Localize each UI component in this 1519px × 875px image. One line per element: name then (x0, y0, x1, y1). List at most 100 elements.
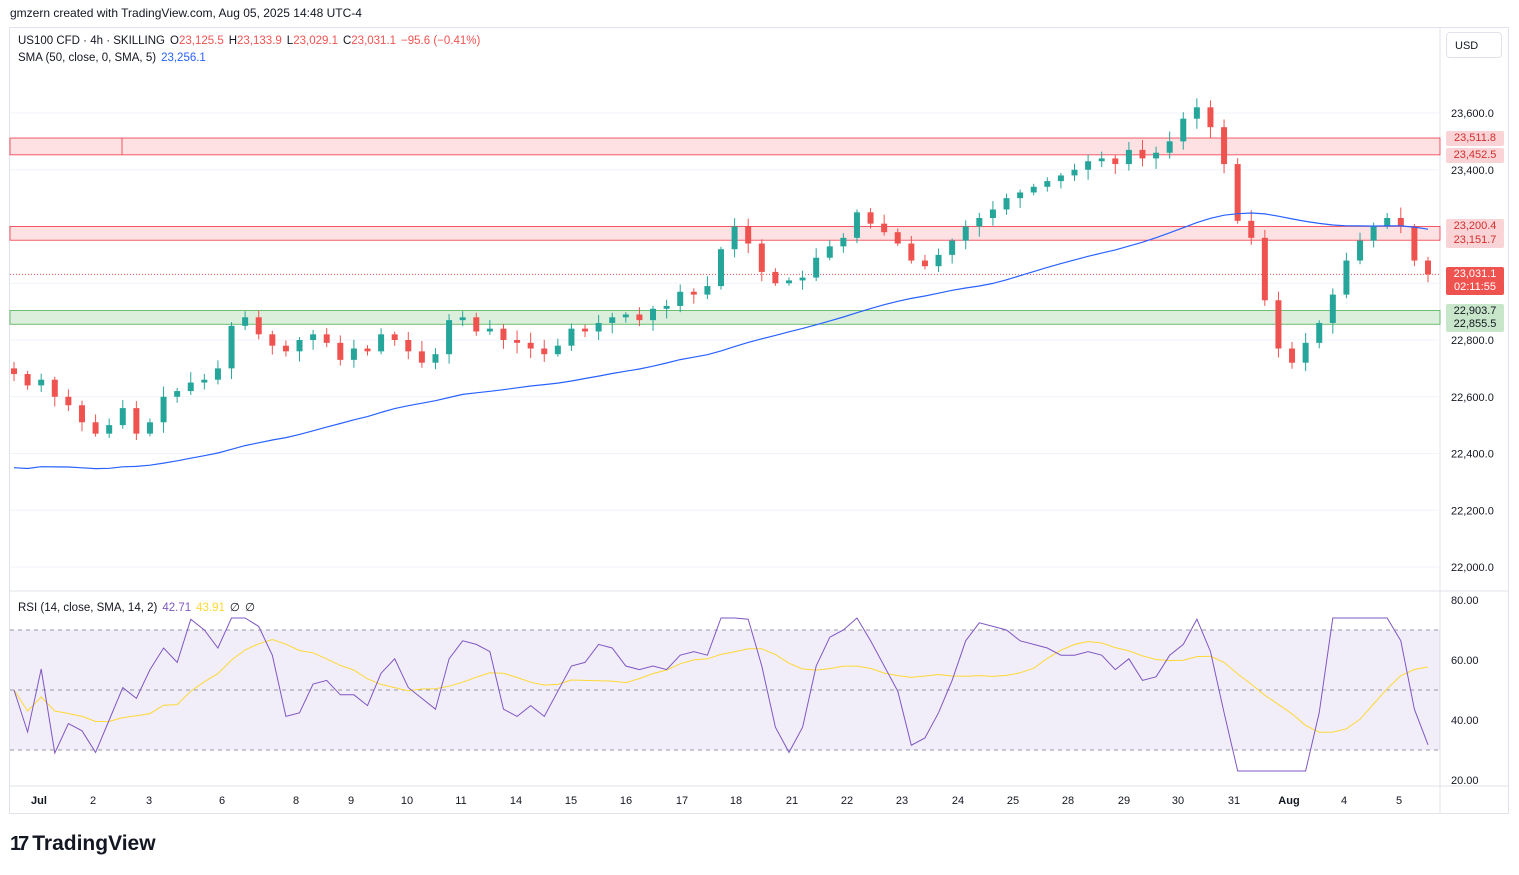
time-tick-label: 31 (1228, 795, 1240, 807)
rsi-label[interactable]: RSI (14, close, SMA, 14, 2) (18, 602, 158, 614)
candle-body (1302, 342, 1309, 363)
candle-body (459, 317, 466, 321)
candle-body (881, 223, 888, 233)
price-tick-label: 22,400.0 (1451, 449, 1494, 461)
candle-body (989, 209, 996, 218)
candle-body (514, 340, 521, 343)
price-axis-label: 23,151.7 (1446, 233, 1504, 249)
candle-body (853, 212, 860, 238)
price-tick-label: 22,200.0 (1451, 505, 1494, 517)
rsi-sma-line (13, 638, 1429, 733)
chart-frame (9, 27, 1509, 814)
candle-body (745, 226, 752, 244)
candle-body (1125, 149, 1132, 165)
open-label: O (170, 35, 179, 47)
time-tick-label: 21 (786, 795, 798, 807)
time-tick-label: 30 (1172, 795, 1184, 807)
candle-body (1411, 226, 1418, 261)
currency-button[interactable]: USD (1446, 32, 1502, 58)
candle-body (622, 314, 629, 318)
time-tick-label: Aug (1278, 795, 1299, 807)
candle-body (323, 334, 330, 343)
time-tick-label: 6 (219, 795, 225, 807)
candle-body (446, 320, 453, 355)
sma-label[interactable]: SMA (50, close, 0, SMA, 5) (18, 52, 157, 64)
candle-body (1248, 220, 1255, 238)
price-axis-label: 23,511.8 (1446, 131, 1504, 147)
candle-body (255, 317, 262, 335)
time-tick-label: 18 (730, 795, 742, 807)
candle-body (1370, 226, 1377, 241)
candle-body (1261, 237, 1268, 301)
candle-body (1057, 175, 1064, 182)
time-tick-label: 29 (1118, 795, 1130, 807)
candle-body (704, 286, 711, 295)
candle-body (1112, 158, 1119, 165)
candle-body (1153, 152, 1160, 159)
candle-body (1316, 322, 1323, 343)
candle-body (269, 334, 276, 346)
candle-body (391, 334, 398, 340)
price-tick-label: 22,800.0 (1451, 335, 1494, 347)
candle-body (228, 325, 235, 369)
time-tick-label: 9 (348, 795, 354, 807)
time-tick-label: 23 (896, 795, 908, 807)
candle-body (1071, 169, 1078, 176)
rsi-line (13, 617, 1429, 772)
candle-body (1343, 260, 1350, 295)
candle-body (663, 305, 670, 309)
candle-body (1030, 186, 1037, 193)
candle-body (1289, 348, 1296, 363)
time-tick-label: 10 (401, 795, 413, 807)
zone-red (9, 137, 1441, 156)
candle-body (1234, 164, 1241, 221)
close-label: C (342, 35, 352, 47)
candle-body (568, 328, 575, 346)
candle-body (731, 226, 738, 250)
open-value: 23,125.5 (178, 35, 224, 47)
candle-body (541, 348, 548, 355)
candle-body (867, 212, 874, 224)
candle-body (24, 374, 31, 386)
candle-body (949, 240, 956, 255)
low-label: L (286, 35, 294, 47)
candle-body (337, 342, 344, 360)
price-tick-label: 22,000.0 (1451, 562, 1494, 574)
candle-body (1357, 240, 1364, 261)
candle-body (500, 328, 507, 340)
symbol-label[interactable]: US100 CFD · 4h · SKILLING (18, 35, 165, 47)
time-tick-label: 8 (293, 795, 299, 807)
candle-body (1397, 217, 1404, 227)
rsi-sma-value: 43.91 (196, 602, 225, 614)
candle-body (772, 271, 779, 284)
candle-body (799, 277, 806, 281)
price-tick-label: 23,600.0 (1451, 108, 1494, 120)
zone-red (9, 225, 1441, 241)
time-tick-label: 5 (1396, 795, 1402, 807)
candle-body (813, 257, 820, 278)
price-axis-label: 02:11:55 (1446, 280, 1504, 296)
candle-body (364, 348, 371, 352)
candle-body (310, 334, 317, 340)
time-tick-label: 25 (1007, 795, 1019, 807)
candle-body (11, 368, 17, 375)
candle-body (976, 217, 983, 227)
time-tick-label: 15 (565, 795, 577, 807)
candle-body (677, 291, 684, 306)
close-value: 23,031.1 (351, 35, 397, 47)
candle-body (785, 280, 792, 284)
price-axis-label: 22,855.5 (1446, 317, 1504, 333)
rsi-tick-label: 20.00 (1451, 775, 1479, 787)
candle-body (527, 342, 534, 349)
candle-body (1098, 158, 1105, 162)
candle-body (65, 396, 72, 406)
candle-body (106, 425, 113, 434)
sma-line (13, 212, 1429, 470)
candle-body (894, 232, 901, 244)
time-tick-label: Jul (31, 795, 47, 807)
candle-body (160, 396, 167, 423)
logo-text: TradingView (32, 832, 156, 855)
tradingview-logo: 17 TradingView (10, 832, 156, 856)
candle-body (1139, 149, 1146, 159)
